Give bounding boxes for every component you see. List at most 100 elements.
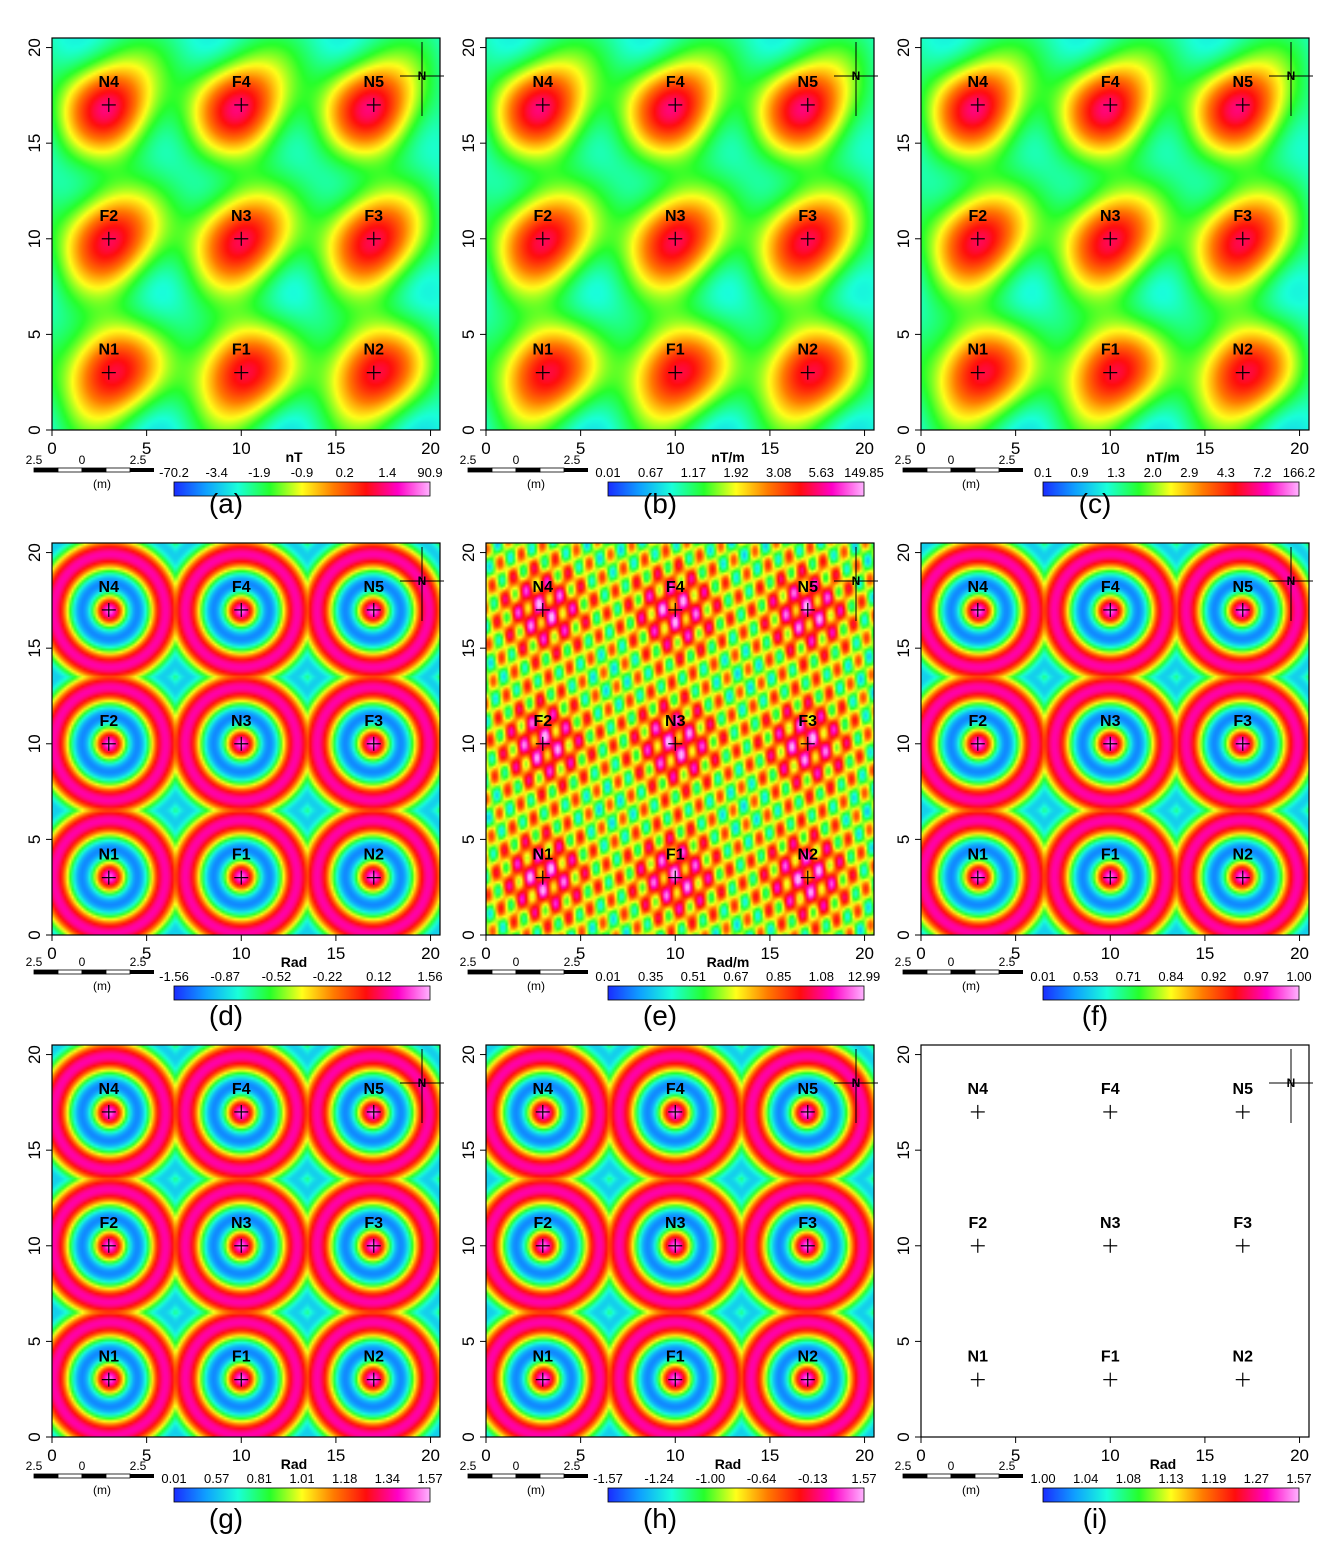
y-tick-label: 10 — [25, 734, 44, 753]
scale-bar-segment — [105, 1473, 131, 1479]
x-tick-label: 15 — [760, 1446, 779, 1465]
source-label-f1: F1 — [232, 1349, 251, 1366]
scale-bar-segment — [515, 1473, 541, 1479]
colorbar — [173, 985, 431, 1001]
y-tick-label: 0 — [459, 930, 478, 939]
x-tick-label: 0 — [47, 944, 56, 963]
y-tick-label: 0 — [894, 425, 913, 434]
y-tick-label: 0 — [25, 930, 44, 939]
colorbar-tick-label: 1.92 — [723, 465, 748, 480]
scale-bar-segment — [33, 467, 59, 473]
colorbar-tick-label: 1.34 — [375, 1471, 400, 1486]
scale-bar-tick: 2.5 — [130, 955, 147, 969]
source-label-f2: F2 — [99, 1215, 118, 1232]
colorbar-tick-label: 1.57 — [1286, 1471, 1311, 1486]
scale-bar-tick: 2.5 — [460, 453, 477, 467]
y-tick-label: 10 — [894, 229, 913, 248]
source-label-f4: F4 — [666, 1081, 685, 1098]
y-tick-label: 5 — [894, 1337, 913, 1346]
x-tick-label: 5 — [576, 944, 585, 963]
colorbar-tick-label: 12.99 — [848, 969, 881, 984]
source-label-n2: N2 — [364, 847, 385, 864]
scale-bar-tick: 2.5 — [26, 1459, 43, 1473]
source-label-n4: N4 — [533, 74, 554, 91]
scale-bar-tick: 2.5 — [130, 453, 147, 467]
y-tick-label: 15 — [459, 639, 478, 658]
y-tick-label: 15 — [25, 134, 44, 153]
map-frame — [51, 542, 441, 936]
scale-bar-segment — [130, 468, 154, 472]
scale-bar-tick: 2.5 — [26, 453, 43, 467]
source-label-n5: N5 — [364, 579, 385, 596]
colorbar-tick-label: -3.4 — [205, 465, 227, 480]
y-tick-label: 5 — [894, 835, 913, 844]
scale-bar-unit: (m) — [962, 979, 980, 993]
y-tick-label: 15 — [894, 134, 913, 153]
colorbar-unit-label: nT — [285, 449, 303, 465]
colorbar-tick-label: 0.67 — [723, 969, 748, 984]
source-label-f1: F1 — [232, 342, 251, 359]
scale-bar-segment — [130, 1474, 154, 1478]
map-frame — [485, 542, 875, 936]
scale-bar-tick: 2.5 — [895, 453, 912, 467]
x-tick-label: 10 — [666, 944, 685, 963]
colorbar-tick-label: 1.13 — [1158, 1471, 1183, 1486]
x-tick-label: 15 — [326, 1446, 345, 1465]
north-label: N — [1287, 1076, 1296, 1090]
source-label-f2: F2 — [968, 1215, 987, 1232]
colorbar-tick-label: -0.13 — [798, 1471, 828, 1486]
scale-bar-segment — [33, 969, 59, 975]
colorbar-tick-label: 0.01 — [595, 969, 620, 984]
map-frame — [920, 542, 1310, 936]
x-tick-label: 10 — [1101, 1446, 1120, 1465]
x-tick-label: 15 — [760, 439, 779, 458]
colorbar-tick-label: 1.19 — [1201, 1471, 1226, 1486]
y-tick-label: 20 — [25, 1045, 44, 1064]
scale-bar-segment — [467, 969, 493, 975]
x-tick-label: 15 — [1195, 439, 1214, 458]
scale-bar-segment — [539, 1473, 565, 1479]
y-tick-label: 5 — [459, 1337, 478, 1346]
map-frame — [51, 1044, 441, 1438]
scale-bar-tick: 2.5 — [895, 1459, 912, 1473]
source-label-n5: N5 — [798, 74, 819, 91]
source-label-f1: F1 — [666, 847, 685, 864]
colorbar — [173, 1487, 431, 1503]
colorbar-tick-label: -1.56 — [159, 969, 189, 984]
source-label-n1: N1 — [99, 1349, 120, 1366]
heatmap-image — [52, 38, 440, 430]
colorbar-tick-label: 1.08 — [1116, 1471, 1141, 1486]
source-label-n4: N4 — [533, 1081, 554, 1098]
scale-bar-segment — [950, 1473, 976, 1479]
x-tick-label: 15 — [1195, 1446, 1214, 1465]
north-label: N — [418, 1076, 427, 1090]
colorbar-tick-label: 0.1 — [1034, 465, 1052, 480]
x-tick-label: 20 — [1290, 944, 1309, 963]
scale-bar-segment — [999, 970, 1023, 974]
scale-bar-segment — [515, 969, 541, 975]
scale-bar-segment — [491, 467, 517, 473]
source-label-n5: N5 — [364, 1081, 385, 1098]
colorbar-tick-label: 0.57 — [204, 1471, 229, 1486]
colorbar-tick-label: -0.87 — [210, 969, 240, 984]
colorbar-unit-label: Rad/m — [707, 954, 750, 970]
colorbar-tick-label: 1.00 — [1286, 969, 1311, 984]
scale-bar-segment — [564, 468, 588, 472]
scale-bar-segment — [33, 1473, 59, 1479]
scale-bar-tick: 2.5 — [564, 453, 581, 467]
source-label-n5: N5 — [1233, 1081, 1254, 1098]
source-label-n4: N4 — [99, 74, 120, 91]
source-label-f3: F3 — [798, 1215, 817, 1232]
scale-bar-segment — [950, 467, 976, 473]
x-tick-label: 5 — [1011, 944, 1020, 963]
colorbar — [607, 985, 865, 1001]
colorbar-tick-label: 3.08 — [766, 465, 791, 480]
scale-bar-segment — [974, 1473, 1000, 1479]
source-label-n1: N1 — [968, 342, 989, 359]
y-tick-label: 0 — [25, 425, 44, 434]
source-label-n3: N3 — [231, 713, 252, 730]
